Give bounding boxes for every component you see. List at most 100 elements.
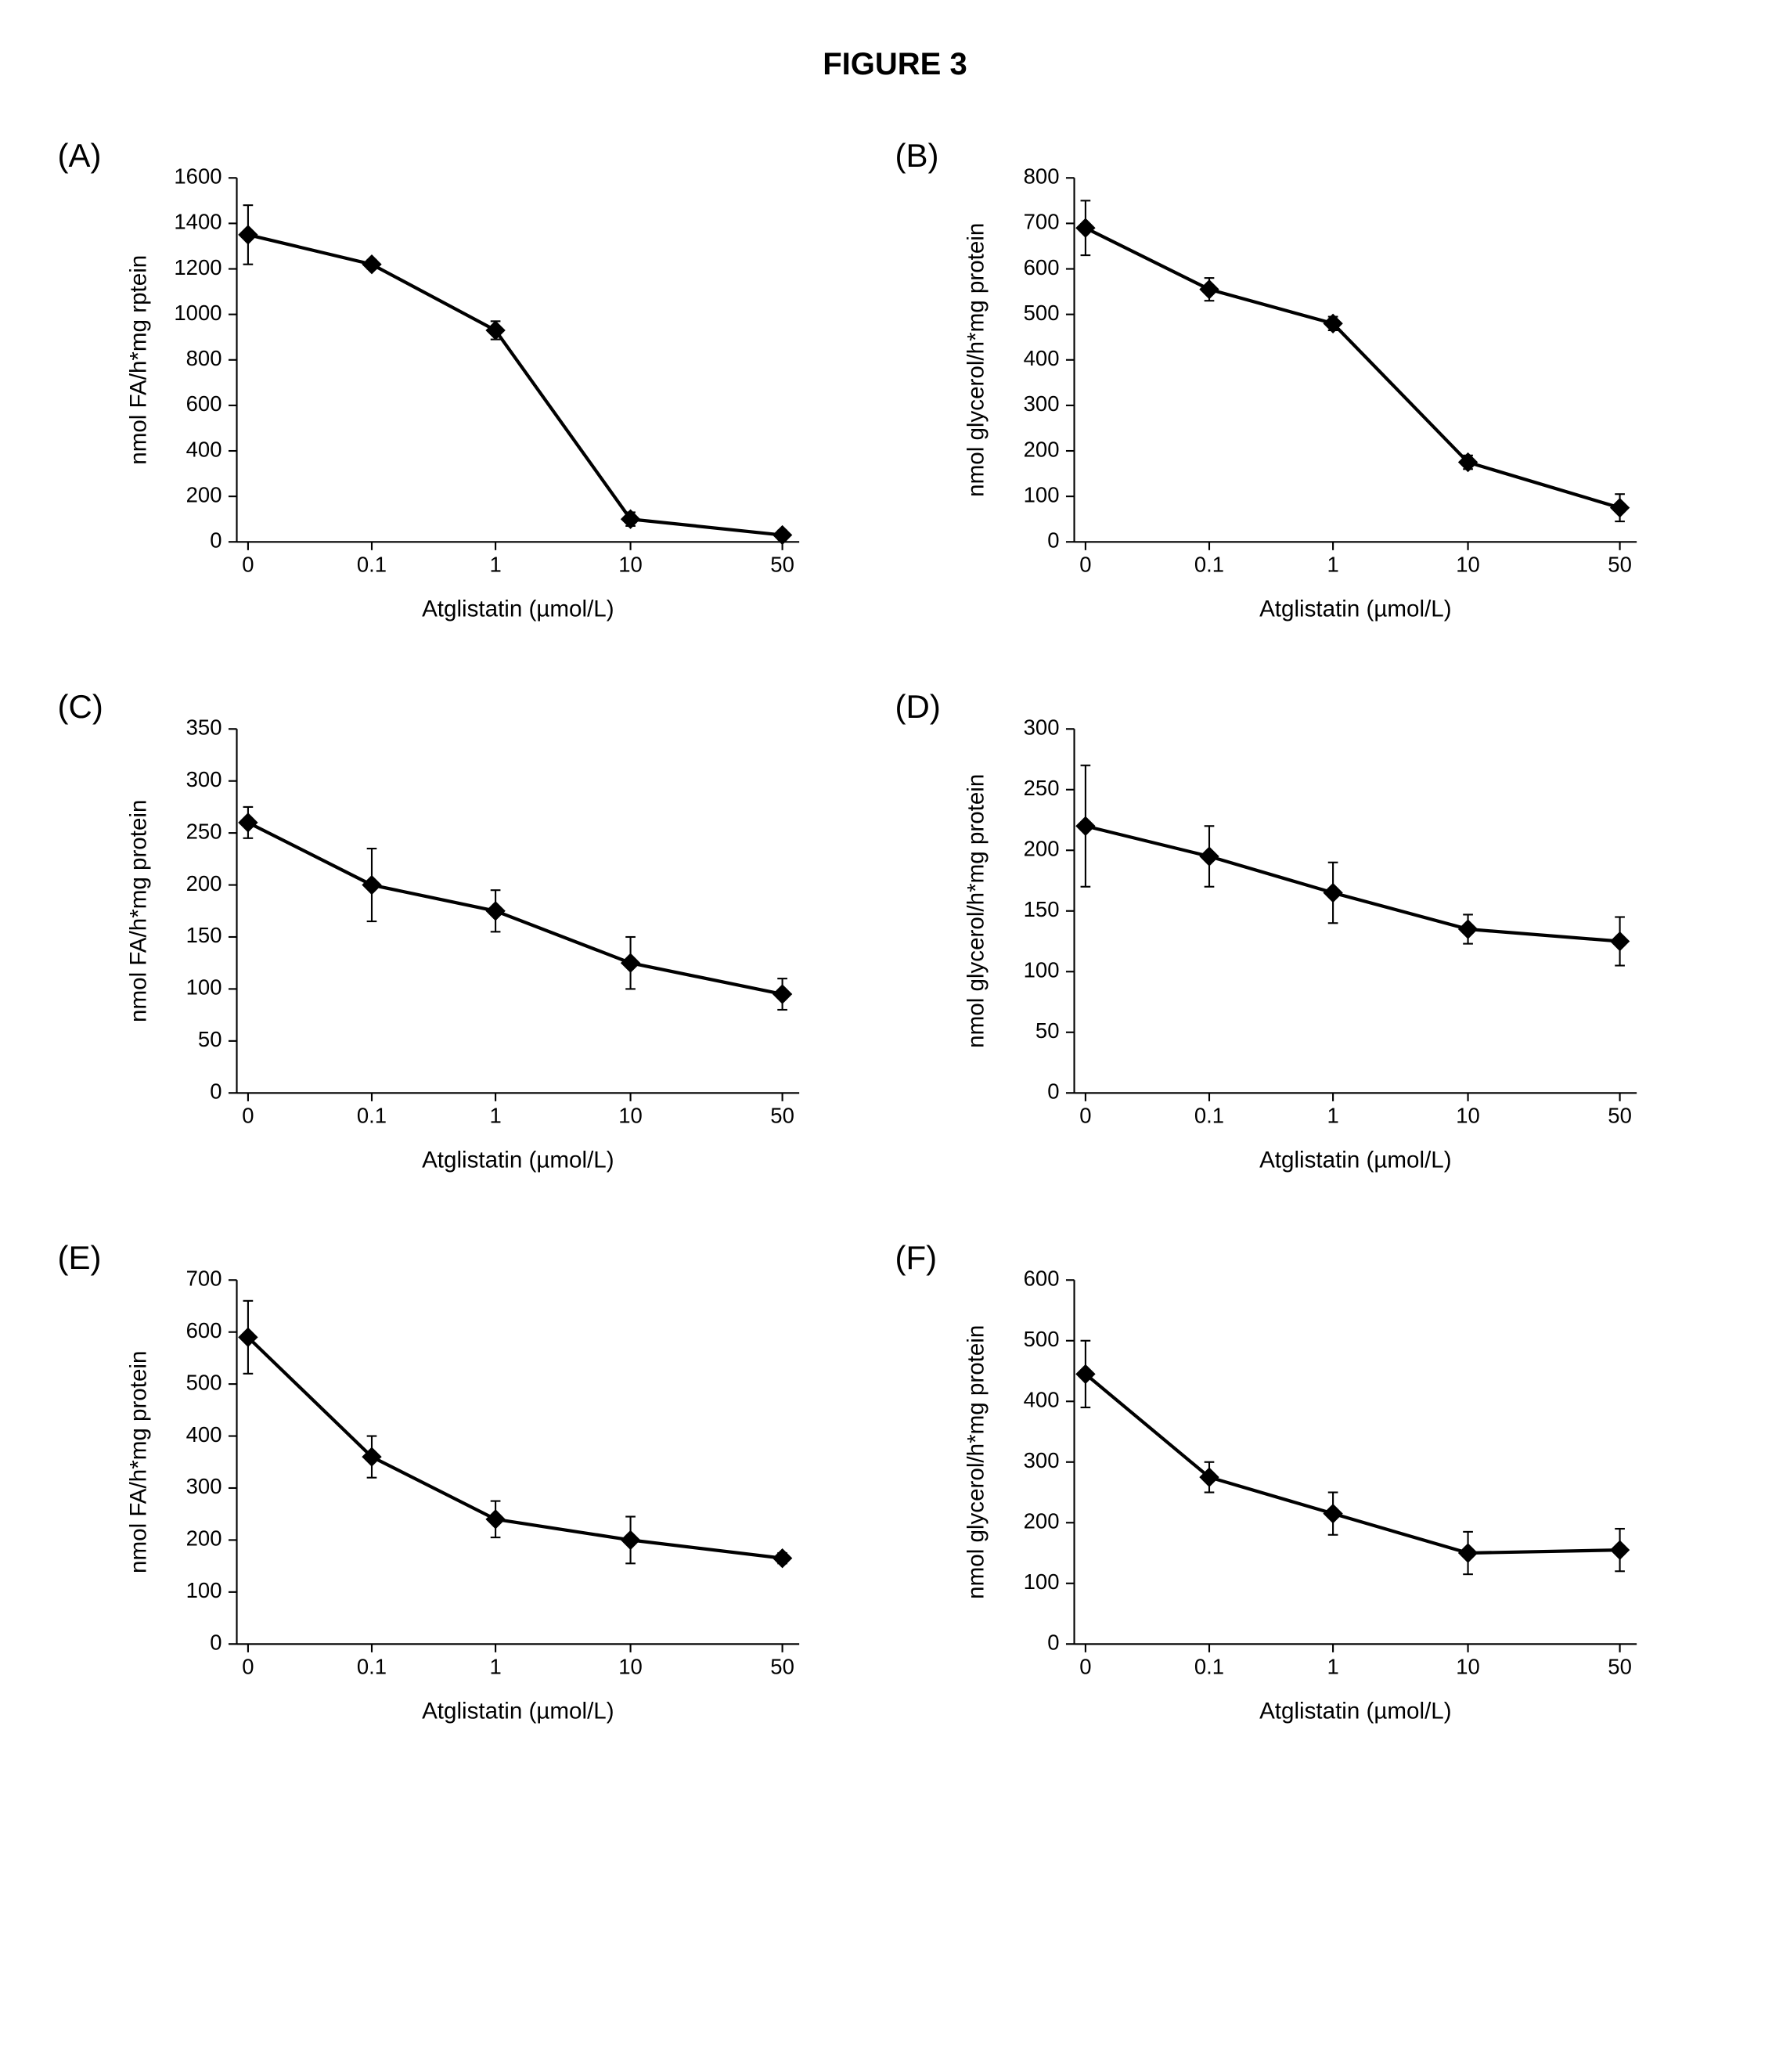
series-line bbox=[247, 235, 782, 535]
chart: 05010015020025030035000.111050Atglistati… bbox=[113, 696, 841, 1192]
data-marker bbox=[1609, 498, 1629, 517]
y-tick-label: 50 bbox=[197, 1027, 221, 1051]
x-tick-label: 1 bbox=[489, 1103, 501, 1127]
panel-B: (B) 010020030040050060070080000.111050At… bbox=[950, 145, 1678, 641]
figure-title: FIGURE 3 bbox=[78, 47, 1712, 82]
x-tick-label: 0 bbox=[1079, 552, 1091, 576]
y-tick-label: 0 bbox=[210, 528, 221, 553]
y-tick-label: 700 bbox=[1023, 210, 1059, 234]
x-tick-label: 0 bbox=[242, 1654, 254, 1678]
x-tick-label: 1 bbox=[1327, 552, 1338, 576]
data-marker bbox=[1323, 1504, 1342, 1523]
panel-label: (E) bbox=[58, 1239, 102, 1277]
series-line bbox=[247, 823, 782, 994]
panel-label: (D) bbox=[895, 688, 941, 726]
x-tick-label: 50 bbox=[770, 552, 794, 576]
x-tick-label: 1 bbox=[489, 552, 501, 576]
y-tick-label: 300 bbox=[185, 1474, 221, 1498]
y-tick-label: 500 bbox=[185, 1371, 221, 1395]
x-tick-label: 10 bbox=[1456, 1103, 1480, 1127]
x-tick-label: 0 bbox=[242, 552, 254, 576]
x-axis-title: Atglistatin (µmol/L) bbox=[1259, 1699, 1452, 1724]
y-tick-label: 800 bbox=[185, 346, 221, 370]
data-marker bbox=[1199, 279, 1219, 299]
data-marker bbox=[1323, 883, 1342, 903]
y-tick-label: 300 bbox=[1023, 715, 1059, 740]
x-tick-label: 1 bbox=[489, 1654, 501, 1678]
x-tick-label: 10 bbox=[618, 1103, 643, 1127]
x-axis-title: Atglistatin (µmol/L) bbox=[422, 596, 614, 622]
y-tick-label: 400 bbox=[1023, 346, 1059, 370]
panel-label: (C) bbox=[58, 688, 103, 726]
y-tick-label: 50 bbox=[1035, 1018, 1059, 1043]
panel-label: (B) bbox=[895, 137, 939, 175]
x-tick-label: 10 bbox=[1456, 1654, 1480, 1678]
x-axis-title: Atglistatin (µmol/L) bbox=[1259, 1147, 1452, 1173]
chart: 010020030040050060070000.111050Atglistat… bbox=[113, 1247, 841, 1743]
y-tick-label: 400 bbox=[1023, 1388, 1059, 1412]
data-marker bbox=[772, 984, 791, 1004]
y-tick-label: 700 bbox=[185, 1267, 221, 1291]
y-tick-label: 600 bbox=[1023, 255, 1059, 279]
data-marker bbox=[1075, 816, 1095, 836]
data-marker bbox=[1609, 1540, 1629, 1560]
x-tick-label: 0.1 bbox=[356, 1654, 386, 1678]
series-line bbox=[1085, 228, 1619, 507]
y-tick-label: 200 bbox=[1023, 437, 1059, 461]
x-axis-title: Atglistatin (µmol/L) bbox=[1259, 596, 1452, 622]
y-axis-title: nmol FA/h*mg protein bbox=[125, 1351, 151, 1573]
x-tick-label: 0.1 bbox=[356, 552, 386, 576]
x-tick-label: 1 bbox=[1327, 1654, 1338, 1678]
x-tick-label: 50 bbox=[770, 1103, 794, 1127]
data-marker bbox=[238, 813, 258, 832]
y-tick-label: 600 bbox=[1023, 1267, 1059, 1291]
data-marker bbox=[362, 875, 381, 895]
y-tick-label: 100 bbox=[185, 975, 221, 1000]
chart: 05010015020025030000.111050Atglistatin (… bbox=[950, 696, 1678, 1192]
y-tick-label: 500 bbox=[1023, 1327, 1059, 1351]
panel-label: (A) bbox=[58, 137, 102, 175]
y-axis-title: nmol FA/h*mg rptein bbox=[125, 255, 151, 465]
data-marker bbox=[1609, 931, 1629, 951]
y-tick-label: 0 bbox=[210, 1079, 221, 1104]
data-marker bbox=[772, 1548, 791, 1568]
y-tick-label: 200 bbox=[185, 482, 221, 506]
y-tick-label: 500 bbox=[1023, 301, 1059, 325]
y-tick-label: 200 bbox=[185, 871, 221, 895]
x-tick-label: 0 bbox=[1079, 1654, 1091, 1678]
data-marker bbox=[1199, 846, 1219, 866]
x-tick-label: 50 bbox=[770, 1654, 794, 1678]
x-tick-label: 0.1 bbox=[1194, 1103, 1223, 1127]
y-tick-label: 250 bbox=[185, 819, 221, 843]
series-line bbox=[1085, 826, 1619, 941]
x-tick-label: 50 bbox=[1608, 1654, 1632, 1678]
x-tick-label: 0.1 bbox=[356, 1103, 386, 1127]
x-tick-label: 50 bbox=[1608, 1103, 1632, 1127]
y-tick-label: 1600 bbox=[174, 164, 221, 189]
x-tick-label: 0 bbox=[242, 1103, 254, 1127]
chart: 010020030040050060000.111050Atglistatin … bbox=[950, 1247, 1678, 1743]
data-marker bbox=[362, 254, 381, 274]
y-tick-label: 100 bbox=[1023, 958, 1059, 982]
data-marker bbox=[238, 225, 258, 244]
x-axis-title: Atglistatin (µmol/L) bbox=[422, 1699, 614, 1724]
y-axis-title: nmol glycerol/h*mg protein bbox=[963, 223, 989, 497]
y-tick-label: 150 bbox=[1023, 897, 1059, 921]
y-tick-label: 1200 bbox=[174, 255, 221, 279]
y-tick-label: 350 bbox=[185, 715, 221, 740]
y-axis-title: nmol glycerol/h*mg protein bbox=[963, 774, 989, 1048]
data-marker bbox=[1075, 218, 1095, 238]
series-line bbox=[247, 1337, 782, 1558]
y-tick-label: 400 bbox=[185, 1422, 221, 1447]
series-line bbox=[1085, 1375, 1619, 1554]
data-marker bbox=[1457, 919, 1477, 939]
y-tick-label: 0 bbox=[210, 1631, 221, 1655]
panel-F: (F) 010020030040050060000.111050Atglista… bbox=[950, 1247, 1678, 1743]
chart: 010020030040050060070080000.111050Atglis… bbox=[950, 145, 1678, 641]
x-tick-label: 10 bbox=[1456, 552, 1480, 576]
y-tick-label: 250 bbox=[1023, 776, 1059, 800]
panels-grid: (A) 0200400600800100012001400160000.1110… bbox=[113, 145, 1678, 1743]
x-tick-label: 0.1 bbox=[1194, 1654, 1223, 1678]
x-tick-label: 10 bbox=[618, 552, 643, 576]
y-tick-label: 300 bbox=[185, 767, 221, 791]
